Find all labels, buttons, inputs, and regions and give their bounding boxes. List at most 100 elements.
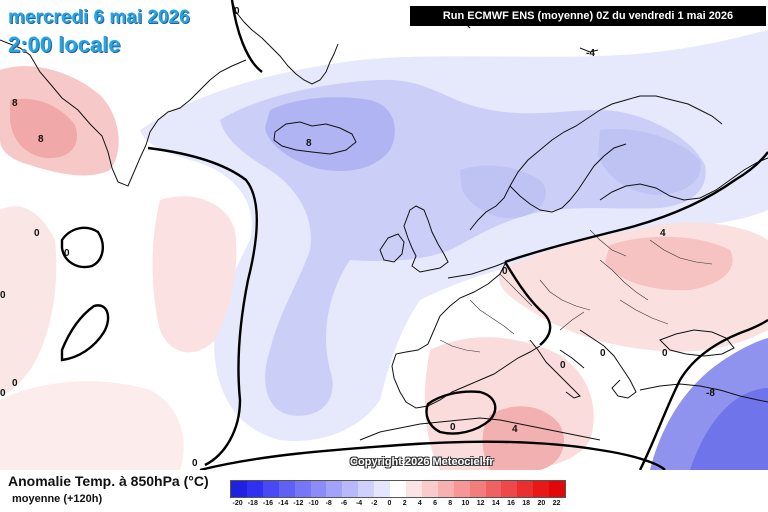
contour-zero-atlantic [147, 146, 258, 467]
color-scale-tick-label: -2 [371, 500, 378, 507]
contour-label: 0 [600, 348, 606, 359]
color-scale-tick-label: 18 [522, 500, 531, 507]
coastline-north-africa [359, 417, 601, 441]
color-scale-swatch [326, 481, 343, 497]
color-scale-tick-label: 6 [433, 500, 437, 507]
contour-label: 4 [660, 228, 666, 239]
contour-zero-iberia [503, 261, 552, 346]
forecast-date: mercredi 6 mai 2026 [8, 7, 190, 28]
contour-label: 0 [64, 248, 70, 259]
color-scale-tick-label: 14 [491, 500, 500, 507]
coastline-balkans [579, 329, 637, 399]
contour-zero-arctic [230, 0, 263, 73]
copyright-text: Copyright 2026 Meteociel.fr [350, 456, 494, 468]
contour-label: 0 [0, 290, 6, 301]
contour-zero-europe [504, 151, 768, 264]
color-scale-swatch [246, 481, 263, 497]
color-scale-tick-label: -18 [247, 500, 258, 507]
color-scale-swatch [517, 481, 534, 497]
color-scale-swatch [310, 481, 327, 497]
contour-label: 4 [512, 424, 518, 435]
anomaly-area-neg-baltic [598, 129, 701, 195]
color-scale-swatch [358, 481, 375, 497]
coastline-great-britain [403, 205, 449, 273]
color-scale-tick-label: -6 [340, 500, 348, 507]
color-scale-tick-label: 2 [402, 500, 407, 507]
color-scale-swatch [374, 481, 391, 497]
contour-zero-med [425, 390, 497, 435]
legend-title: Anomalie Temp. à 850hPa (°C) [8, 473, 209, 489]
color-scale-bar [230, 480, 566, 498]
color-scale-tick-label: 22 [552, 500, 561, 507]
color-scale-tick-label: 16 [507, 500, 515, 507]
color-scale-tick-label: -4 [355, 500, 363, 507]
color-scale-swatch [262, 481, 279, 497]
color-scale-tick-label: -16 [262, 500, 274, 507]
color-scale-swatch [501, 481, 518, 497]
color-scale-tick-label: -12 [293, 500, 304, 507]
coastline-greenland-east [231, 0, 339, 85]
color-scale-swatch [437, 481, 454, 497]
contour-label: 8 [38, 134, 44, 145]
anomaly-area-pos-atlantic [152, 196, 237, 353]
contour-label: 0 [0, 388, 6, 399]
color-scale-tick-label: -8 [325, 500, 332, 507]
country-borders [439, 229, 713, 353]
color-scale-swatch [231, 481, 247, 497]
contour-label: 0 [662, 348, 668, 359]
anomaly-area-pos-west [0, 206, 57, 395]
anomaly-area-pos-southwest [0, 381, 184, 470]
coastline-ireland [379, 233, 405, 263]
forecast-time: 2:00 locale [8, 32, 121, 57]
color-scale-tick-label: 4 [417, 500, 422, 507]
color-scale-tick-label: -10 [308, 500, 319, 507]
temperature-anomaly-map: 8 8 0 0 0 0 0 8 -4 4 0 0 0 0 0 4 -8 0 0 [0, 0, 768, 470]
legend-subtitle: moyenne (+120h) [12, 493, 103, 505]
contour-label: 0 [34, 228, 40, 239]
color-scale-tick-label: 10 [461, 500, 470, 507]
color-scale-swatch [485, 481, 502, 497]
model-run-banner: Run ECMWF ENS (moyenne) 0Z du vendredi 1… [410, 6, 766, 26]
color-scale-swatch [278, 481, 295, 497]
color-scale-tick-label: 8 [448, 500, 453, 507]
coastline-italy [529, 339, 585, 399]
color-scale-tick-label: -20 [232, 500, 243, 507]
contour-label: -8 [706, 388, 715, 399]
color-scale-ticks: -20 -18 -16 -14 -12 -10 -8 -6 -4 -2 0 2 4 6 8 10 12 14 16 1… [230, 500, 564, 510]
coastline-iceland [273, 121, 357, 155]
contour-label: -4 [586, 48, 595, 59]
coastline-scandinavia-south [509, 143, 627, 213]
color-scale-swatch [549, 481, 566, 497]
color-scale-tick-label: -14 [278, 500, 289, 507]
color-scale-swatch [390, 481, 406, 497]
coastline-greenland [0, 39, 247, 187]
contour-label-group: 8 8 0 0 0 0 0 8 -4 4 0 0 0 0 0 4 -8 0 0 [0, 6, 715, 469]
anomaly-area-pos-africa-core [482, 406, 564, 470]
coastline-scandinavia [469, 95, 723, 231]
contour-label: 0 [450, 422, 456, 433]
contour-label: 0 [502, 266, 508, 277]
contour-zero-west-lobe [60, 304, 110, 362]
coastline-black-sea [659, 329, 735, 357]
contour-zero-east [638, 318, 768, 470]
color-scale-swatch [294, 481, 311, 497]
anomaly-area-pos-east-core [605, 236, 733, 291]
contour-label: 8 [12, 98, 18, 109]
coastline-turkey [639, 383, 768, 403]
contour-label: 0 [234, 6, 240, 17]
color-scale-swatch [453, 481, 470, 497]
color-scale-swatch [533, 481, 550, 497]
contour-zero-south [199, 440, 666, 470]
contour-label: 0 [560, 360, 566, 371]
contour-zero-west-bay [60, 226, 104, 269]
color-scale-swatch [405, 481, 422, 497]
anomaly-area-pos-greenland-core [10, 98, 77, 159]
color-scale-swatch [342, 481, 359, 497]
contour-label: 0 [192, 458, 198, 469]
contour-label: 0 [12, 378, 18, 389]
color-scale-swatch [469, 481, 486, 497]
anomaly-area-neg-southeast-inner [690, 388, 768, 470]
contour-label: 8 [306, 138, 312, 149]
color-scale-swatch [421, 481, 438, 497]
anomaly-area-neg-scand [460, 165, 546, 219]
